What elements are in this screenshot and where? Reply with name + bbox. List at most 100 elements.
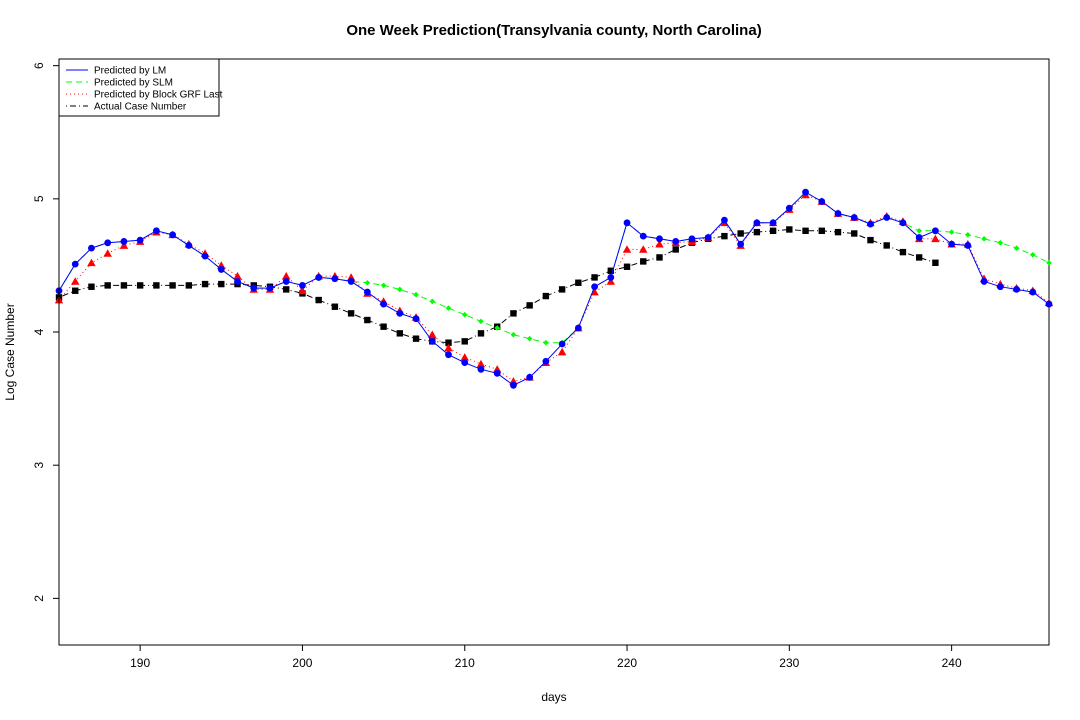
data-point: [461, 311, 468, 318]
data-point: [510, 331, 517, 338]
data-point: [1029, 288, 1037, 296]
data-point: [655, 239, 664, 248]
data-point: [557, 347, 567, 356]
data-point: [818, 198, 826, 205]
data-point: [818, 227, 825, 235]
data-point: [623, 219, 631, 227]
series-layer: [54, 188, 1054, 389]
y-axis: 2 3 4 5 6: [32, 62, 60, 602]
data-point: [623, 263, 631, 270]
data-point: [574, 324, 582, 332]
data-point: [591, 283, 598, 291]
data-point: [753, 219, 761, 227]
series-0: [55, 188, 1053, 389]
data-point: [104, 282, 111, 289]
x-axis-label: days: [541, 690, 566, 704]
data-point: [558, 340, 566, 348]
data-point: [445, 339, 452, 346]
data-point: [1045, 300, 1053, 308]
data-point: [428, 337, 436, 345]
data-point: [396, 309, 404, 317]
data-point: [753, 228, 761, 236]
data-point: [185, 282, 193, 289]
data-point: [721, 216, 728, 224]
data-point: [428, 330, 437, 339]
data-point: [1013, 245, 1020, 251]
y-tick-label: 5: [32, 195, 46, 202]
data-point: [380, 282, 387, 289]
data-point: [120, 282, 128, 289]
data-point: [931, 234, 940, 243]
data-point: [542, 292, 550, 300]
data-point: [71, 260, 79, 268]
y-axis-label: Log Case Number: [3, 303, 17, 400]
data-point: [542, 357, 550, 365]
legend-entry: Predicted by LM: [94, 66, 166, 77]
data-point: [315, 296, 322, 304]
data-point: [119, 241, 129, 249]
x-tick-label: 220: [617, 656, 637, 670]
data-point: [802, 188, 809, 196]
data-point: [656, 254, 663, 261]
data-point: [283, 286, 290, 293]
data-point: [931, 227, 939, 235]
data-point: [639, 245, 648, 253]
data-point: [363, 288, 371, 296]
data-point: [493, 369, 501, 377]
data-point: [769, 219, 777, 227]
data-point: [136, 236, 144, 244]
data-point: [981, 235, 987, 242]
data-point: [964, 242, 972, 249]
data-point: [526, 335, 533, 342]
chart-title: One Week Prediction(Transylvania county,…: [346, 22, 761, 39]
data-point: [169, 231, 177, 239]
data-point: [915, 234, 923, 241]
data-point: [87, 258, 96, 267]
data-point: [543, 339, 549, 346]
y-tick-label: 3: [32, 462, 46, 469]
data-point: [250, 284, 258, 292]
data-point: [396, 330, 404, 337]
data-point: [217, 266, 225, 273]
data-point: [737, 240, 745, 248]
data-point: [218, 280, 225, 288]
data-point: [1046, 259, 1052, 266]
data-point: [331, 275, 339, 283]
series-1: [56, 189, 1052, 346]
data-point: [445, 305, 452, 311]
data-point: [380, 323, 387, 330]
x-tick-label: 190: [130, 656, 150, 670]
x-axis: 190 200 210 220 230 240: [130, 644, 962, 670]
data-point: [965, 232, 971, 238]
data-point: [834, 210, 842, 217]
data-point: [606, 277, 616, 285]
data-point: [785, 204, 793, 212]
data-point: [526, 302, 533, 309]
data-point: [460, 353, 469, 361]
data-point: [364, 279, 371, 286]
data-point: [412, 335, 420, 342]
data-point: [152, 227, 160, 235]
data-point: [397, 286, 403, 293]
data-point: [622, 245, 632, 253]
data-point: [476, 359, 486, 368]
data-point: [298, 286, 307, 295]
data-point: [412, 315, 420, 323]
data-point: [526, 373, 534, 381]
data-point: [71, 277, 80, 285]
data-point: [997, 239, 1004, 246]
data-point: [510, 310, 517, 317]
data-point: [185, 242, 193, 249]
data-point: [802, 227, 809, 235]
data-point: [347, 278, 355, 285]
data-point: [282, 271, 291, 280]
data-point: [850, 214, 858, 221]
data-point: [445, 351, 452, 359]
data-point: [331, 303, 339, 310]
data-point: [704, 234, 712, 241]
data-point: [575, 279, 582, 286]
data-point: [656, 235, 663, 243]
data-point: [201, 280, 209, 288]
x-tick-label: 240: [942, 656, 962, 670]
